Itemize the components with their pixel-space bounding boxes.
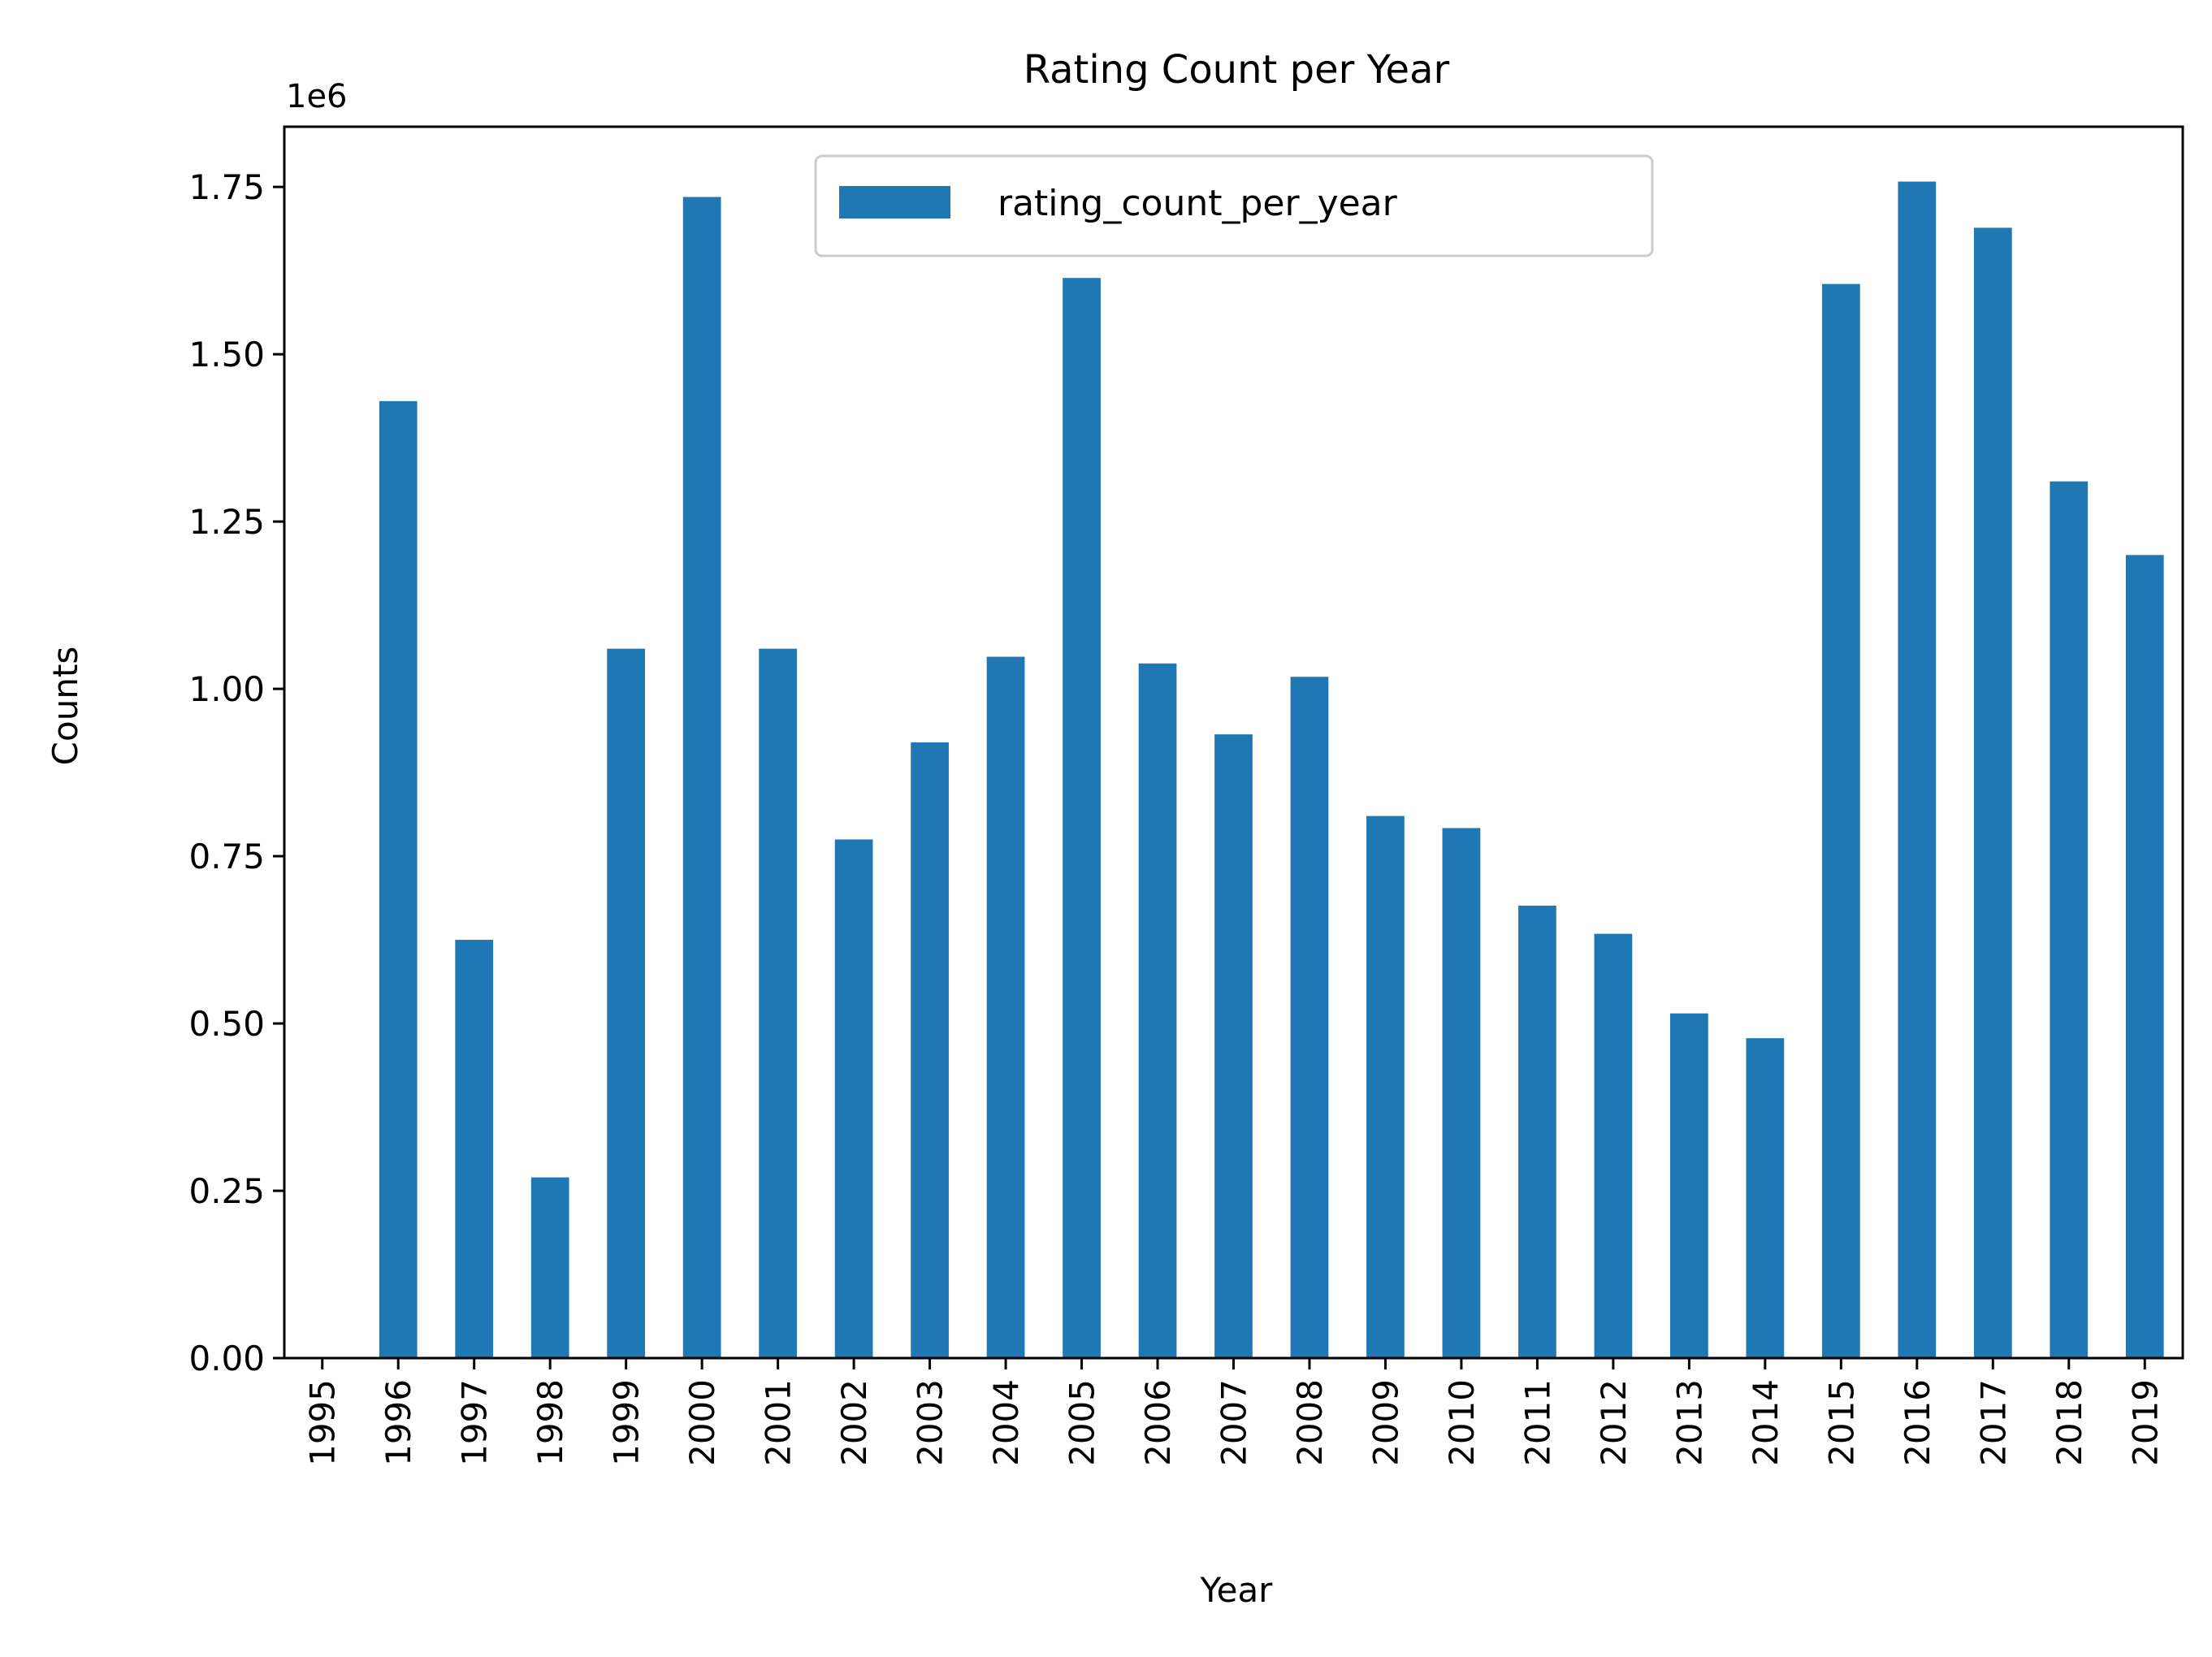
x-tick-label-2017: 2017 bbox=[1973, 1379, 2013, 1466]
legend: rating_count_per_year bbox=[814, 154, 1654, 257]
bar-2003 bbox=[911, 742, 949, 1358]
bar-2002 bbox=[834, 839, 873, 1358]
bar-2004 bbox=[986, 656, 1025, 1358]
bars-layer bbox=[379, 181, 2164, 1359]
bar-2008 bbox=[1290, 677, 1329, 1358]
legend-box bbox=[814, 154, 1654, 257]
chart-title: Rating Count per Year bbox=[1024, 47, 1450, 93]
x-tick-label-2019: 2019 bbox=[2125, 1379, 2165, 1466]
bar-2000 bbox=[682, 197, 721, 1358]
bar-1996 bbox=[379, 400, 418, 1358]
x-tick-label-2005: 2005 bbox=[1063, 1379, 1102, 1466]
x-tick-label-2012: 2012 bbox=[1594, 1379, 1634, 1466]
bar-2012 bbox=[1594, 933, 1633, 1358]
bar-2015 bbox=[1821, 283, 1860, 1358]
x-axis-label: Year bbox=[1200, 1570, 1274, 1610]
bar-2019 bbox=[2125, 555, 2164, 1358]
y-axis-offset-label: 1e6 bbox=[286, 78, 348, 115]
x-tick-label-2013: 2013 bbox=[1669, 1379, 1709, 1466]
bar-2014 bbox=[1746, 1038, 1785, 1358]
bar-2013 bbox=[1670, 1013, 1708, 1358]
x-tick-label-1999: 1999 bbox=[607, 1379, 647, 1466]
x-tick-label-2003: 2003 bbox=[911, 1379, 950, 1466]
y-tick-label: 0.25 bbox=[188, 1171, 265, 1211]
bar-2010 bbox=[1442, 828, 1481, 1358]
x-tick-label-2018: 2018 bbox=[2050, 1379, 2089, 1466]
x-tick-label-2010: 2010 bbox=[1442, 1379, 1482, 1466]
x-tick-label-2009: 2009 bbox=[1366, 1379, 1405, 1466]
plot-frame bbox=[283, 125, 2184, 1360]
x-tick-label-1997: 1997 bbox=[455, 1379, 495, 1466]
legend-swatch bbox=[839, 186, 950, 218]
y-tick-label: 1.00 bbox=[188, 669, 265, 709]
x-axis: 1995 1996 1997 1998 1999 2000 2001 2002 2003 2004… bbox=[303, 1358, 2165, 1466]
y-tick-label: 0.50 bbox=[188, 1004, 265, 1044]
bar-2016 bbox=[1898, 181, 1937, 1358]
x-tick-label-2006: 2006 bbox=[1138, 1379, 1178, 1466]
bar-2009 bbox=[1366, 816, 1405, 1358]
x-tick-label-2011: 2011 bbox=[1517, 1379, 1557, 1466]
bar-2006 bbox=[1138, 663, 1177, 1358]
x-tick-label-2004: 2004 bbox=[986, 1379, 1026, 1466]
bar-2007 bbox=[1214, 734, 1253, 1358]
y-tick-label: 0.00 bbox=[188, 1339, 265, 1378]
bar-1999 bbox=[607, 648, 646, 1358]
bar-1998 bbox=[530, 1177, 569, 1358]
bar-2001 bbox=[759, 648, 797, 1358]
bar-2018 bbox=[2050, 481, 2089, 1359]
x-tick-label-1996: 1996 bbox=[379, 1379, 418, 1466]
y-tick-label: 1.25 bbox=[188, 502, 265, 542]
x-tick-label-2002: 2002 bbox=[834, 1379, 874, 1466]
x-tick-label-2014: 2014 bbox=[1746, 1379, 1786, 1466]
x-tick-label-1995: 1995 bbox=[303, 1379, 343, 1466]
bar-2017 bbox=[1973, 227, 2012, 1358]
y-axis: 0.00 0.25 0.50 0.75 1.00 1.25 1.50 1.75 bbox=[188, 167, 284, 1378]
y-tick-label: 1.50 bbox=[188, 335, 265, 374]
bar-2005 bbox=[1063, 278, 1101, 1359]
y-tick-label: 1.75 bbox=[188, 167, 265, 207]
bar-2011 bbox=[1518, 906, 1556, 1358]
x-tick-label-2008: 2008 bbox=[1290, 1379, 1330, 1466]
legend-label: rating_count_per_year bbox=[998, 183, 1398, 224]
x-tick-label-2000: 2000 bbox=[682, 1379, 722, 1466]
bar-1997 bbox=[455, 940, 494, 1358]
x-tick-label-2007: 2007 bbox=[1214, 1379, 1254, 1466]
y-axis-label: Counts bbox=[45, 647, 85, 766]
x-tick-label-2001: 2001 bbox=[759, 1379, 799, 1466]
x-tick-label-2016: 2016 bbox=[1898, 1379, 1937, 1466]
x-tick-label-2015: 2015 bbox=[1821, 1379, 1861, 1466]
y-tick-label: 0.75 bbox=[188, 837, 265, 876]
x-tick-label-1998: 1998 bbox=[530, 1379, 570, 1466]
